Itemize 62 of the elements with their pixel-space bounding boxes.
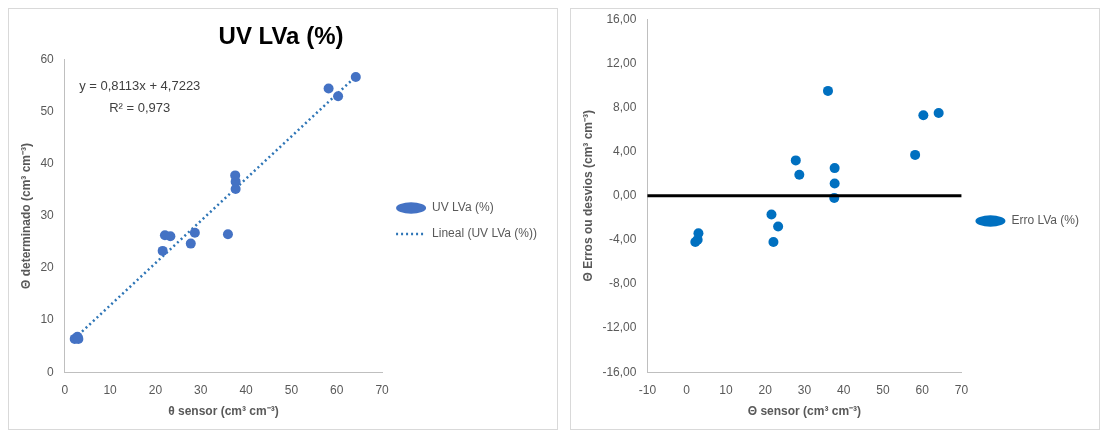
x-tick-label: 60 <box>915 382 930 397</box>
y-tick-label: 12,00 <box>606 55 637 70</box>
x-tick-label: 60 <box>330 382 344 397</box>
y-tick-label: 30 <box>40 208 55 223</box>
x-tick-label: 10 <box>103 382 118 397</box>
point <box>822 85 833 96</box>
point <box>185 238 196 249</box>
y-tick-label: 0 <box>47 364 55 379</box>
x-tick-label: 0 <box>683 382 691 397</box>
chart-title: UV LVa (%) <box>218 22 344 50</box>
y-tick-label: 4,00 <box>613 143 637 158</box>
point <box>350 71 361 82</box>
y-tick-label: 16,00 <box>606 11 637 26</box>
x-tick-label: 10 <box>719 382 733 397</box>
point <box>189 227 200 238</box>
y-tick-label: -8,00 <box>609 276 637 291</box>
y-tick-label: 10 <box>40 312 55 327</box>
x-tick-label: 30 <box>797 382 812 397</box>
x-tick-label: 30 <box>194 382 208 397</box>
x-tick-label: 50 <box>284 382 299 397</box>
legend-label: Erro LVa (%) <box>1011 213 1080 228</box>
point <box>933 107 944 118</box>
y-tick-label: -16,00 <box>602 364 637 379</box>
y-tick-label: 0,00 <box>613 188 637 203</box>
point <box>222 229 233 240</box>
x-tick-label: 50 <box>876 382 890 397</box>
y-axis-title: Θ Erros ou desvios (cm³ cm⁻³) <box>580 110 595 282</box>
legend-label: UV LVa (%) <box>432 200 494 215</box>
annotation: R² = 0,973 <box>109 99 171 115</box>
point <box>829 178 840 189</box>
x-tick-label: -10 <box>638 382 657 397</box>
y-tick-label: 50 <box>40 104 55 119</box>
point <box>157 245 168 256</box>
x-tick-label: 70 <box>375 382 390 397</box>
point <box>323 83 334 94</box>
point <box>790 155 801 166</box>
y-tick-label: -4,00 <box>609 232 637 247</box>
point <box>165 231 176 242</box>
legend-label: Lineal (UV LVa (%)) <box>432 226 538 241</box>
y-axis-title: Θ determinado (cm³ cm⁻³) <box>18 142 33 290</box>
x-tick-label: 20 <box>148 382 163 397</box>
point <box>918 110 929 121</box>
x-axis-title: Θ sensor (cm³ cm⁻³) <box>747 404 862 419</box>
x-tick-label: 40 <box>239 382 254 397</box>
y-tick-label: -12,00 <box>602 320 637 335</box>
y-tick-label: 60 <box>40 52 55 67</box>
annotation: y = 0,8113x + 4,7223 <box>79 77 201 93</box>
x-tick-label: 40 <box>837 382 851 397</box>
point <box>794 169 805 180</box>
x-tick-label: 70 <box>954 382 969 397</box>
point <box>773 221 784 232</box>
point <box>333 91 344 102</box>
x-tick-label: 0 <box>61 382 69 397</box>
x-axis-title: θ sensor (cm³ cm⁻³) <box>168 404 279 419</box>
y-tick-label: 40 <box>40 156 55 171</box>
y-tick-label: 8,00 <box>613 99 637 114</box>
point <box>766 209 777 220</box>
point <box>829 163 840 174</box>
y-tick-label: 20 <box>40 260 55 275</box>
point <box>910 149 921 160</box>
x-tick-label: 20 <box>758 382 773 397</box>
point <box>768 237 779 248</box>
